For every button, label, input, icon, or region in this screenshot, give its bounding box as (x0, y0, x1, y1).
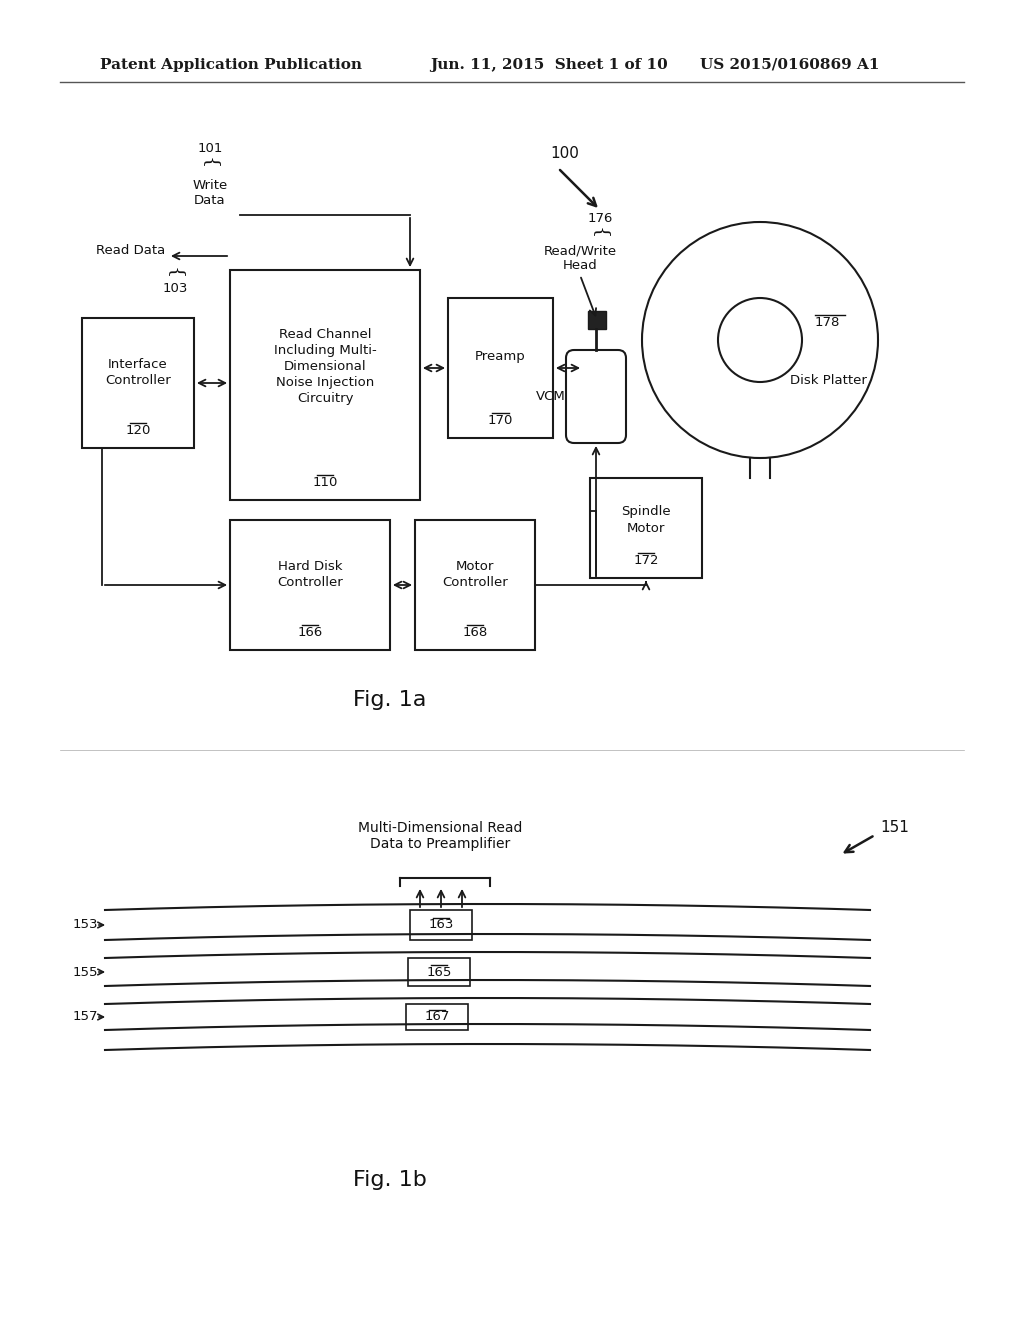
Text: {: { (591, 227, 609, 239)
Text: 163: 163 (428, 919, 454, 932)
FancyBboxPatch shape (410, 909, 472, 940)
FancyBboxPatch shape (230, 271, 420, 500)
Text: 167: 167 (424, 1011, 450, 1023)
FancyBboxPatch shape (408, 958, 470, 986)
Text: Multi-Dimensional Read
Data to Preamplifier: Multi-Dimensional Read Data to Preamplif… (357, 821, 522, 851)
Text: {: { (201, 157, 219, 169)
FancyBboxPatch shape (415, 520, 535, 649)
Text: Spindle
Motor: Spindle Motor (622, 506, 671, 535)
Text: Fig. 1b: Fig. 1b (353, 1170, 427, 1191)
Text: Read/Write
Head: Read/Write Head (544, 244, 616, 272)
Text: 176: 176 (588, 211, 612, 224)
Text: 178: 178 (815, 315, 841, 329)
FancyBboxPatch shape (230, 520, 390, 649)
Text: 151: 151 (880, 821, 909, 836)
Text: Read Channel
Including Multi-
Dimensional
Noise Injection
Circuitry: Read Channel Including Multi- Dimensiona… (273, 329, 377, 405)
Text: Fig. 1a: Fig. 1a (353, 690, 427, 710)
Text: 172: 172 (633, 553, 658, 566)
FancyBboxPatch shape (406, 1005, 468, 1030)
Text: Disk Platter: Disk Platter (790, 374, 867, 387)
Text: Patent Application Publication: Patent Application Publication (100, 58, 362, 73)
Text: 166: 166 (297, 626, 323, 639)
FancyBboxPatch shape (449, 298, 553, 438)
Text: 120: 120 (125, 424, 151, 437)
FancyBboxPatch shape (566, 350, 626, 444)
Text: 155: 155 (73, 965, 98, 978)
Text: 100: 100 (551, 145, 580, 161)
FancyBboxPatch shape (588, 312, 606, 329)
Text: 165: 165 (426, 965, 452, 978)
Text: Preamp: Preamp (475, 350, 526, 363)
Text: Motor
Controller: Motor Controller (442, 560, 508, 589)
Text: Jun. 11, 2015  Sheet 1 of 10: Jun. 11, 2015 Sheet 1 of 10 (430, 58, 668, 73)
Text: VCM: VCM (537, 389, 566, 403)
Text: {: { (166, 267, 184, 280)
Text: 110: 110 (312, 475, 338, 488)
Text: 101: 101 (198, 141, 222, 154)
Text: 168: 168 (463, 626, 487, 639)
Text: Write
Data: Write Data (193, 180, 227, 207)
Text: Read Data: Read Data (96, 243, 165, 256)
Text: Interface
Controller: Interface Controller (105, 358, 171, 387)
Text: Hard Disk
Controller: Hard Disk Controller (278, 560, 343, 589)
Text: 103: 103 (163, 281, 187, 294)
FancyBboxPatch shape (82, 318, 194, 447)
Text: 157: 157 (73, 1011, 98, 1023)
Text: 153: 153 (73, 919, 98, 932)
FancyBboxPatch shape (590, 478, 702, 578)
Text: US 2015/0160869 A1: US 2015/0160869 A1 (700, 58, 880, 73)
Text: 170: 170 (487, 413, 513, 426)
